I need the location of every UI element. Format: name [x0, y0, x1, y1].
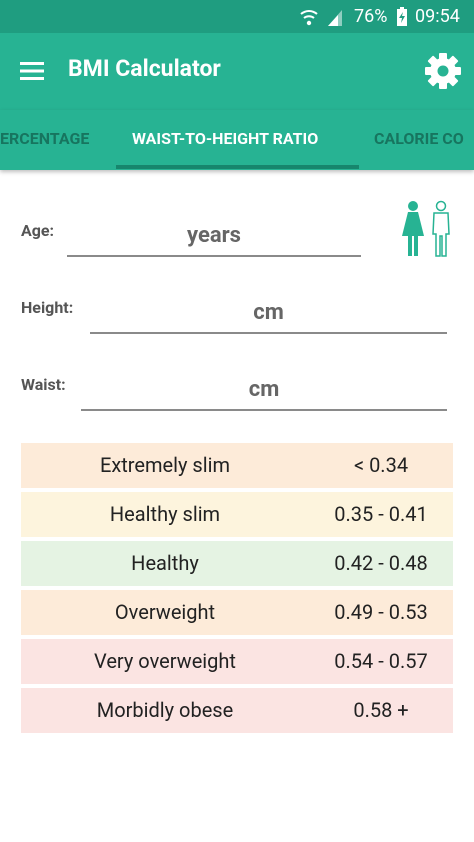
clock: 09:54 — [415, 6, 460, 27]
category-cell: Extremely slim — [99, 453, 231, 477]
status-icons — [300, 10, 342, 26]
table-row: Healthy slim 0.35 - 0.41 — [21, 492, 453, 537]
tab[interactable]: ERCENTAGE — [0, 129, 90, 148]
range-cell: 0.58 + — [353, 698, 409, 722]
range-cell: 0.42 - 0.48 — [334, 551, 428, 575]
height-label: Height: — [21, 298, 74, 317]
battery-percent: 76% — [354, 6, 388, 27]
category-cell: Morbidly obese — [96, 698, 234, 722]
table-row: Extremely slim < 0.34 — [21, 443, 453, 488]
waist-underline — [81, 409, 447, 411]
table-row: Healthy 0.42 - 0.48 — [21, 541, 453, 586]
app-bar: BMI Calculator — [0, 33, 474, 110]
age-label: Age: — [21, 221, 55, 240]
category-cell: Healthy slim — [109, 502, 221, 526]
status-bar: 76% 09:54 — [0, 0, 474, 33]
tab-bar: ERCENTAGE WAIST-TO-HEIGHT RATIO CALORIE … — [0, 110, 474, 170]
range-cell: 0.54 - 0.57 — [334, 649, 428, 673]
table-row: Overweight 0.49 - 0.53 — [21, 590, 453, 635]
range-cell: 0.35 - 0.41 — [334, 502, 428, 526]
table-row: Very overweight 0.54 - 0.57 — [21, 639, 453, 684]
age-input[interactable]: years — [187, 223, 241, 248]
app-title: BMI Calculator — [68, 55, 221, 82]
gender-toggle[interactable] — [398, 200, 456, 258]
range-cell: 0.49 - 0.53 — [334, 600, 428, 624]
height-input[interactable]: cm — [253, 300, 284, 325]
battery-icon — [397, 7, 407, 26]
range-cell: < 0.34 — [353, 453, 409, 477]
category-cell: Overweight — [114, 600, 216, 624]
table-row: Morbidly obese 0.58 + — [21, 688, 453, 733]
height-underline — [90, 332, 447, 334]
category-cell: Healthy — [131, 551, 199, 575]
waist-label: Waist: — [21, 375, 66, 394]
tab-indicator — [116, 165, 359, 169]
tab[interactable]: CALORIE CO — [374, 129, 464, 148]
waist-input[interactable]: cm — [248, 377, 280, 402]
menu-button[interactable] — [20, 61, 44, 81]
category-cell: Very overweight — [94, 649, 236, 673]
age-underline — [67, 255, 361, 257]
settings-button[interactable] — [424, 52, 462, 90]
tab-active[interactable]: WAIST-TO-HEIGHT RATIO — [132, 129, 319, 148]
